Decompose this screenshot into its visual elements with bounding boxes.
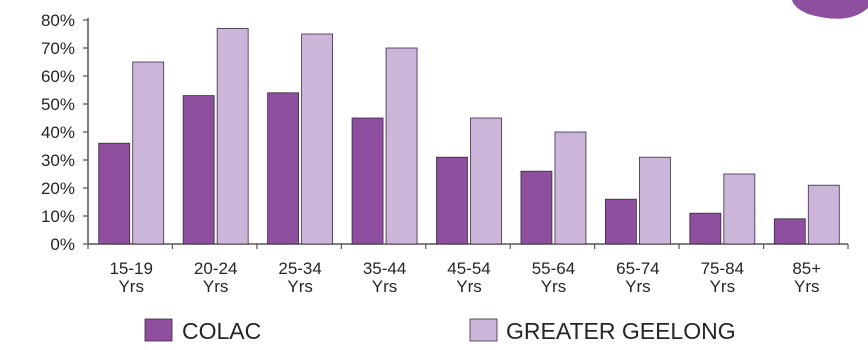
y-tick-label: 60%	[41, 67, 75, 86]
bar-greater-geelong	[301, 33, 334, 245]
y-tick-label: 40%	[41, 123, 75, 142]
bar-colac	[351, 117, 384, 245]
bar-colac	[604, 198, 637, 245]
bar-greater-geelong	[807, 184, 840, 245]
x-axis: 15-19 Yrs 20-24 Yrs 25-34 Yrs 35-44 Yrs 45-54 Yrs…	[87, 243, 849, 296]
bar-greater-geelong	[723, 173, 756, 245]
x-tick-label: 35-44 Yrs	[363, 259, 406, 296]
y-tick-label: 80%	[41, 11, 75, 30]
x-tick-label: 15-19 Yrs	[109, 259, 152, 296]
legend-swatch	[469, 318, 498, 342]
bar-greater-geelong	[554, 131, 587, 245]
x-tick-label: 25-34 Yrs	[278, 259, 321, 296]
bar-colac	[436, 156, 468, 245]
bar-colac	[267, 92, 300, 245]
corner-decoration	[792, 0, 868, 19]
x-tick-label: 75-84 Yrs	[701, 259, 744, 296]
legend-label: GREATER GEELONG	[506, 318, 736, 344]
x-tick-label: 45-54 Yrs	[447, 259, 490, 296]
y-tick-label: 20%	[41, 179, 75, 198]
y-tick-label: 30%	[41, 151, 75, 170]
y-tick-label: 70%	[41, 39, 75, 58]
bar-colac	[182, 95, 215, 245]
bar-colac	[98, 142, 131, 245]
bar-colac	[520, 170, 553, 245]
legend-swatch	[144, 318, 173, 342]
bar-colac	[773, 218, 806, 245]
bar-greater-geelong	[385, 47, 418, 245]
bar-colac	[689, 212, 722, 245]
y-axis: 0% 10% 20% 30% 40% 50% 60% 70% 80%	[41, 11, 89, 254]
bar-greater-geelong	[132, 61, 165, 245]
legend-label: COLAC	[182, 318, 261, 344]
legend: COLAC GREATER GEELONG	[144, 318, 736, 344]
bar-greater-geelong	[638, 156, 671, 245]
x-tick-label: 65-74 Yrs	[616, 259, 659, 296]
y-tick-label: 50%	[41, 95, 75, 114]
bar-greater-geelong	[470, 117, 502, 245]
x-tick-label: 55-64 Yrs	[532, 259, 575, 296]
bar-greater-geelong	[216, 27, 249, 245]
x-tick-label: 20-24 Yrs	[194, 259, 237, 296]
y-tick-label: 10%	[41, 207, 75, 226]
y-tick-label: 0%	[50, 235, 75, 254]
x-tick-label: 85+ Yrs	[792, 259, 821, 296]
bars	[98, 27, 840, 245]
